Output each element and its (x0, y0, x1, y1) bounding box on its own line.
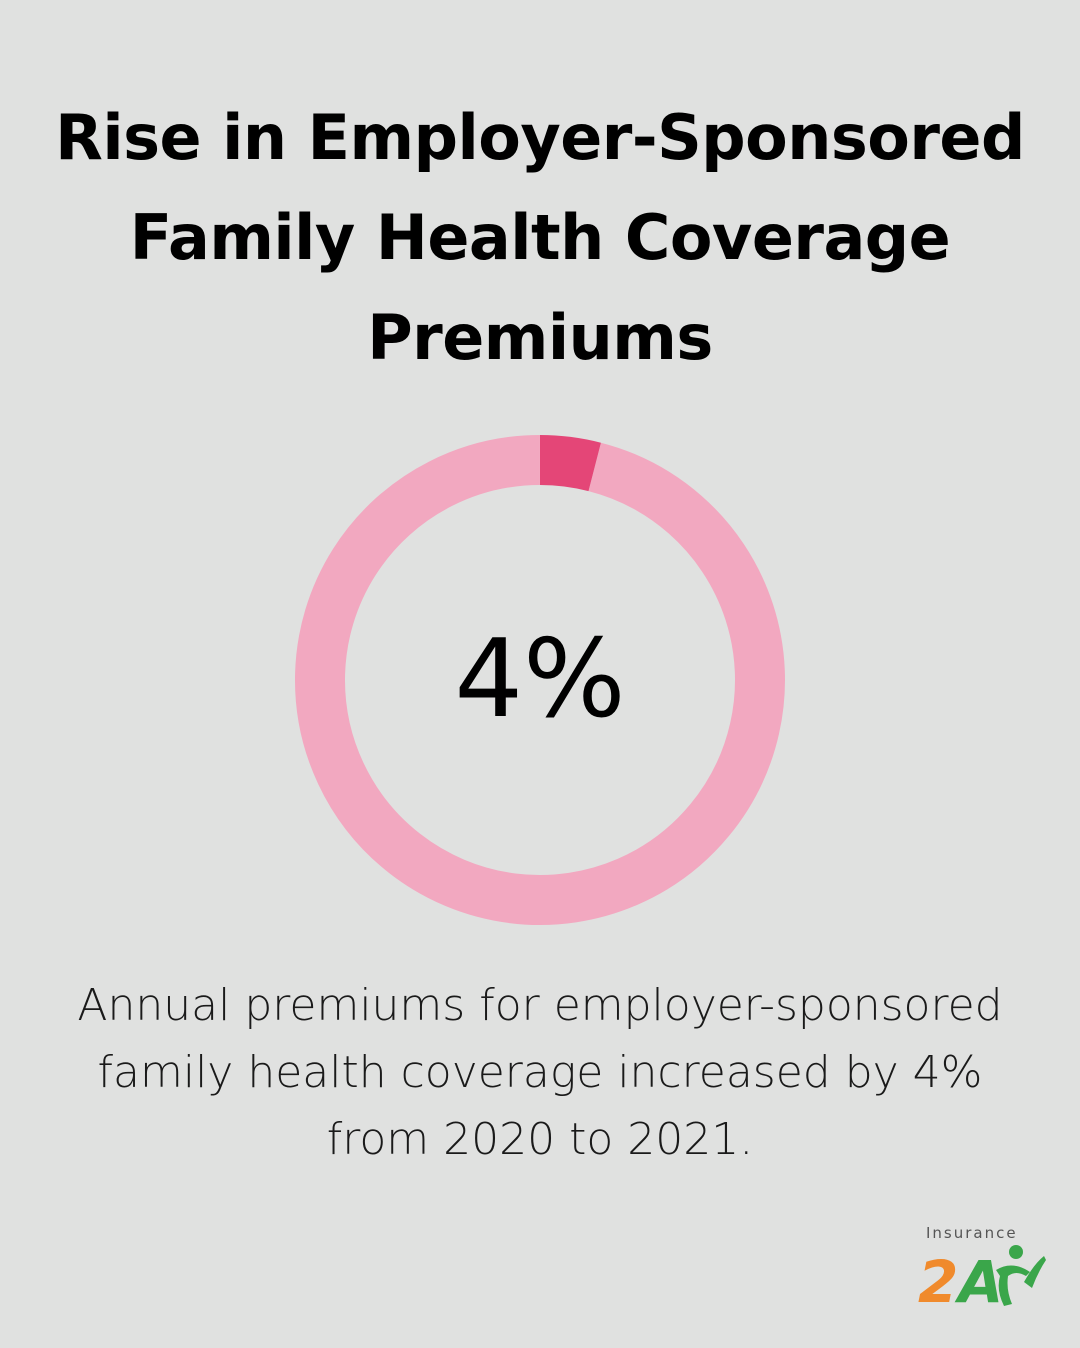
brand-logo: Insurance 2A (912, 1224, 1048, 1314)
page-title: Rise in Employer-Sponsored Family Health… (55, 101, 1025, 374)
donut-chart (295, 435, 785, 925)
donut-center-label: 4% (454, 617, 626, 742)
logo-mark-icon: 2A (918, 1245, 1046, 1312)
donut-track (295, 435, 785, 925)
svg-text:2A: 2A (918, 1248, 1003, 1312)
logo-letter: A (954, 1248, 1003, 1312)
donut-slice-value (539, 435, 601, 492)
chart-caption: Annual premiums for employer-sponsored f… (77, 980, 1003, 1165)
logo-wordmark: Insurance (926, 1224, 1018, 1242)
logo-figure-icon (996, 1245, 1046, 1306)
logo-digit: 2 (918, 1248, 958, 1312)
